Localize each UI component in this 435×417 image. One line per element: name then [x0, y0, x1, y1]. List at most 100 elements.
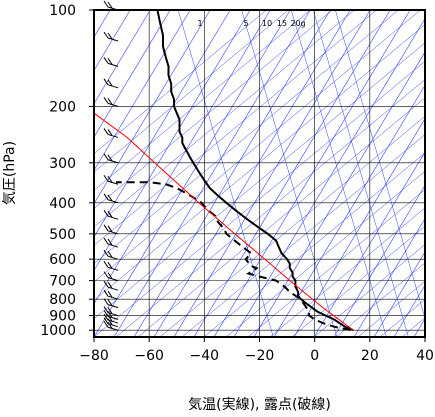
adiabat-line [357, 280, 425, 337]
y-tick-label: 1000 [40, 323, 76, 339]
wind-barb-flag [103, 193, 109, 201]
adiabat-line [115, 79, 425, 337]
y-tick-label: 100 [49, 3, 76, 19]
y-tick-label: 600 [49, 252, 76, 268]
wind-barb-flag [103, 306, 109, 313]
wind-barb-flag [103, 237, 109, 245]
adiabat-line [313, 244, 425, 337]
isotherm-line [273, 84, 425, 337]
x-tick-label: −80 [79, 348, 109, 364]
wind-barb-flag [103, 97, 109, 104]
adiabat-line [335, 262, 425, 337]
adiabat-line [269, 207, 425, 337]
mixing-ratio-line [241, 10, 337, 337]
adiabat-line [94, 10, 355, 228]
isotherm-line [313, 151, 425, 337]
dewpoint-line [116, 181, 351, 332]
x-axis-label: 気温(実線), 露点(破線) [188, 397, 331, 412]
wind-barbs [103, 0, 119, 331]
adiabat-line [94, 42, 425, 319]
adiabat-line [159, 115, 425, 337]
y-tick-label: 900 [49, 309, 76, 325]
wind-barb-flag [103, 298, 109, 305]
adiabat-line [94, 10, 333, 209]
wind-barb-flag [103, 128, 109, 135]
wind-barb-flag [103, 57, 109, 64]
wind-barb-flag [107, 129, 113, 136]
wind-barb-staff [107, 133, 119, 138]
adiabat-line [401, 317, 425, 337]
wind-barb-flag [103, 317, 109, 324]
profile-lines [94, 10, 354, 332]
adiabat-line [94, 10, 399, 264]
wind-barb-flag [103, 261, 109, 268]
isotherm-line [94, 10, 251, 271]
isotherm-line [133, 10, 331, 337]
wind-barb-flag [107, 1, 113, 9]
isotherm-line [173, 10, 371, 337]
wind-barb-staff [107, 315, 119, 320]
wind-barb-staff [107, 215, 119, 220]
isotherm-line [94, 10, 151, 105]
mixing-ratio-line [290, 10, 387, 337]
adiabat-line [247, 189, 425, 337]
wind-barb-flag [103, 289, 109, 297]
mixing-ratio-line [313, 10, 409, 337]
wind-barb-flag [107, 299, 113, 306]
adiabat-line [181, 134, 425, 337]
x-tick-label: −20 [245, 348, 275, 364]
y-tick-label: 800 [49, 292, 76, 308]
isotherm-line [353, 218, 425, 337]
isotherm-line [233, 18, 425, 337]
x-tick-label: 20 [361, 348, 379, 364]
wind-barb-flag [103, 153, 109, 161]
mixing-ratio-line [335, 10, 425, 319]
isotherm-line [94, 10, 271, 305]
wind-barb-flag [103, 310, 109, 317]
x-tick-label: −60 [134, 348, 164, 364]
wind-barb-flag [107, 262, 113, 269]
wind-barb-flag [107, 194, 113, 202]
x-tick-label: 0 [310, 348, 319, 364]
y-tick-label: 700 [49, 274, 76, 290]
wind-barb-flag [103, 271, 109, 278]
wind-barb-flag [107, 318, 113, 325]
wind-barb-flag [107, 307, 113, 314]
wind-barb-flag [107, 225, 113, 233]
y-axis-label: 気圧(hPa) [2, 141, 18, 205]
wind-barb-staff [107, 62, 119, 67]
isotherm-line [333, 184, 425, 337]
wind-barb-flag [107, 79, 113, 87]
isotherm-line [94, 10, 131, 71]
y-tick-label: 400 [49, 196, 76, 212]
wind-barb-staff [107, 323, 119, 328]
adiabat-line [94, 24, 425, 301]
isotherm-line [373, 251, 425, 337]
wind-barb-staff [107, 312, 119, 317]
mixing-ratio-label: 15 [277, 19, 287, 28]
x-tick-label: 40 [416, 348, 434, 364]
grid-lines [94, 10, 425, 337]
isotherm-line [293, 118, 425, 337]
adiabat-line [94, 10, 267, 154]
wind-barb-staff [107, 84, 119, 89]
wind-barb-flag [107, 175, 113, 183]
wind-barb-staff [107, 230, 119, 235]
x-tick-label: −40 [190, 348, 220, 364]
wind-barb-flag [103, 313, 109, 321]
wind-barb-flag [107, 281, 113, 289]
mixing-ratio-label: 20g [290, 19, 305, 28]
wind-barb-staff [107, 159, 119, 164]
adiabat-line [94, 10, 311, 191]
wind-barb-staff [107, 277, 119, 282]
y-tick-label: 500 [49, 227, 76, 243]
parcel-path-line [94, 112, 354, 331]
wind-barb-staff [107, 243, 119, 248]
wind-barb-flag [103, 31, 109, 39]
wind-barb-flag [103, 209, 109, 217]
adiabat-line [137, 97, 425, 337]
wind-barb-staff [107, 326, 119, 331]
isotherm-line [94, 10, 291, 337]
